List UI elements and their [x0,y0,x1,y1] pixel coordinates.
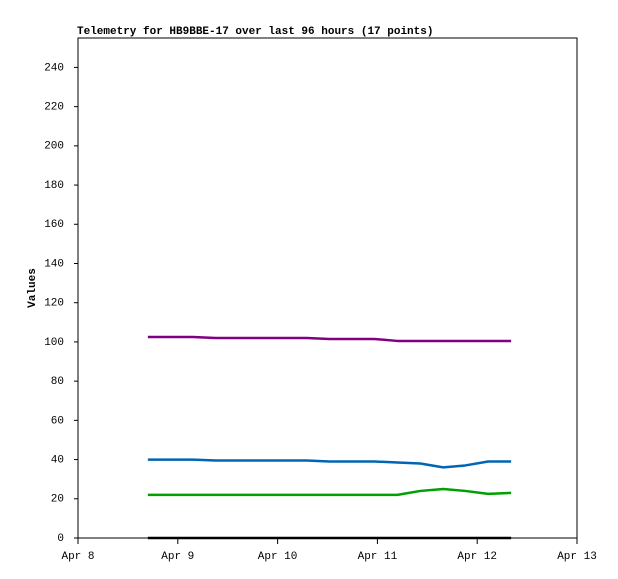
y-tick-label: 220 [44,102,64,114]
y-tick-label: 60 [51,415,64,427]
chart-title: Telemetry for HB9BBE-17 over last 96 hou… [77,26,433,38]
y-axis-label: Values [27,268,39,308]
x-tick-label: Apr 8 [61,551,94,563]
series-line [147,487,512,497]
y-tick-label: 160 [44,219,64,231]
x-tick-label: Apr 9 [161,551,194,563]
y-tick-label: 0 [57,533,64,545]
y-tick-label: 140 [44,258,64,270]
y-tick-label: 40 [51,454,64,466]
y-tick-label: 180 [44,180,64,192]
x-tick-label: Apr 10 [258,551,298,563]
x-tick-label: Apr 11 [358,551,398,563]
x-tick-label: Apr 12 [457,551,497,563]
y-tick-label: 120 [44,298,64,310]
y-tick-label: 80 [51,376,64,388]
y-tick-label: 240 [44,62,64,74]
x-tick-label: Apr 13 [557,551,597,563]
series-line [147,458,512,469]
plot-frame [77,37,578,539]
series-line [147,335,512,343]
y-tick-label: 100 [44,337,64,349]
y-tick-label: 20 [51,494,64,506]
y-tick-label: 200 [44,141,64,153]
